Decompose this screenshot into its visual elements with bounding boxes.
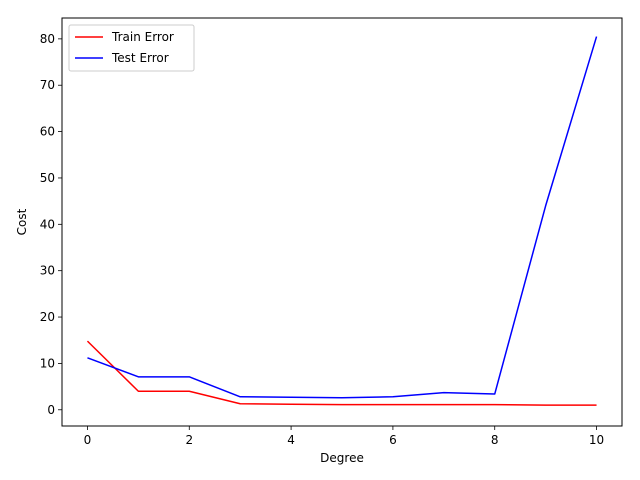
legend-entry-test-error: Test Error [111,51,169,65]
y-tick-label: 0 [47,403,55,417]
x-tick-label: 8 [491,433,499,447]
y-tick-label: 80 [40,32,55,46]
series-lines [86,36,598,406]
x-tick-label: 0 [84,433,92,447]
x-axis-label: Degree [320,451,364,465]
y-axis-label: Cost [15,208,29,235]
y-tick-label: 60 [40,125,55,139]
y-tick-label: 70 [40,78,55,92]
y-tick-label: 30 [40,264,55,278]
x-tick-label: 4 [287,433,295,447]
y-tick-label: 50 [40,171,55,185]
legend: Train Error Test Error [68,24,195,72]
y-axis-ticks: 0 10 20 30 40 50 60 70 80 [40,32,62,417]
y-tick-label: 20 [40,310,55,324]
y-tick-label: 10 [40,356,55,370]
series-line-test-error [87,36,598,399]
y-tick-label: 40 [40,217,55,231]
x-axis-ticks: 0 2 4 6 8 10 [84,426,604,447]
series-line-train-error [86,340,597,406]
plot-frame [61,17,623,427]
legend-entry-train-error: Train Error [111,30,174,44]
x-tick-label: 2 [185,433,193,447]
x-tick-label: 10 [589,433,604,447]
x-tick-label: 6 [389,433,397,447]
